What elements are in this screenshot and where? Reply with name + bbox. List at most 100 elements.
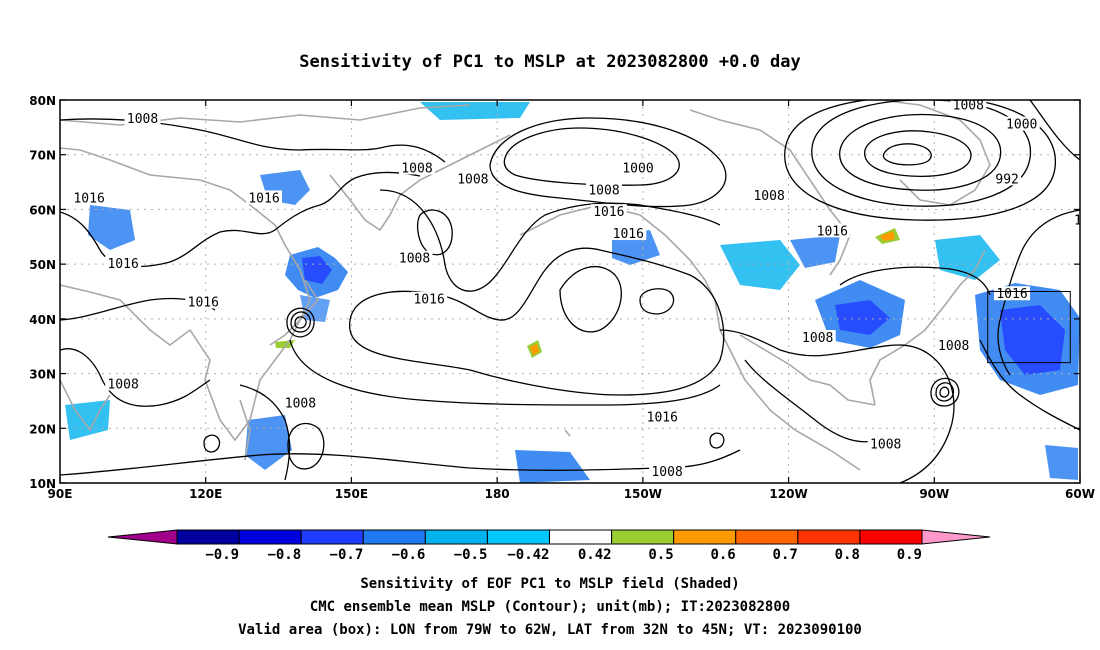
contour-hurricane-3 [930,377,960,407]
contour-label: 1016 [593,205,624,220]
contour-label-bg [399,160,435,175]
caption-line-2: CMC ensemble mean MSLP (Contour); unit(m… [310,599,790,615]
shading-bay-bengal [65,400,110,440]
contour-greenland-low-1000 [839,113,1002,191]
contour-atlantic-1016 [997,209,1080,376]
contour-label: 1008 [399,252,430,267]
contour-label-bg [751,187,788,202]
colorbar-swatch [797,529,861,545]
figure-title: Sensitivity of PC1 to MSLP at 2023082800… [299,52,801,72]
map-frame [59,99,1081,484]
contour-label-bg [1071,212,1080,227]
caption-line-1: Sensitivity of EOF PC1 to MSLP field (Sh… [360,576,739,592]
contour-label-bg [282,395,319,410]
colorbar-label: 0.5 [648,547,673,563]
coast-asia [60,147,311,442]
contour-label-bg [867,436,904,451]
contour-label-bg [610,226,647,241]
mslp-contours [60,100,1080,483]
contour-label: 992 [995,172,1018,187]
colorbar-swatch [300,529,364,545]
lon-tick-label: 120W [769,487,807,501]
coast-kamchatka [329,134,511,232]
contour-label: 1016 [613,227,644,242]
contour-label-bg [1003,116,1040,131]
contour-label-bg [185,294,222,309]
coast-greenland [879,100,991,206]
contour-greenland-inner-1 [882,143,932,166]
contour-label: 1016 [107,257,138,272]
contour-1008-india [60,348,211,407]
coast-alaska [519,204,706,281]
contour-greenland-low-1008 [811,100,1032,207]
contour-label-bg [105,376,142,391]
contour-us-1008 [719,329,955,483]
colorbar-right-arrow [921,529,991,545]
contour-label-bg [799,330,836,345]
contour-label: 1008 [1074,213,1100,228]
colorbar-swatch [735,529,799,545]
positive-sensitivity [275,228,900,358]
contour-low-ring-1 [294,316,307,329]
contour-label: 1008 [953,98,984,113]
colorbar-swatch [238,529,302,545]
contour-mexico-1008 [744,359,881,443]
colorbar-swatch [176,529,240,545]
contour-label: 1008 [651,465,682,480]
contour-label-bg [105,256,142,271]
contour-label: 1008 [588,183,619,198]
contour-1008-pacific-low [489,117,727,208]
lon-tick-label: 150E [335,487,368,501]
lat-tick-label: 10N [29,477,56,491]
shading-atlantic-core [1000,305,1065,375]
contour-low-ring-2 [290,311,312,333]
contour-label: 1016 [73,191,104,206]
colorbar-label: −0.5 [454,547,488,563]
contour-label: 1008 [401,161,432,176]
shading-us-east-core [835,300,890,335]
colorbar-swatch [362,529,426,545]
lat-tick-label: 50N [29,258,56,272]
contour-label: 1016 [996,287,1027,302]
contour-hurricane-2 [935,382,955,402]
coast-hawaii [564,429,571,437]
contour-label-bg [994,286,1030,301]
lon-tick-label: 150W [624,487,662,501]
shading-atlantic-southeast [1045,445,1078,480]
coast-canada-arctic [689,109,851,276]
contour-label: 1000 [622,161,653,176]
colorbar-swatch [486,529,550,545]
colorbar-label: 0.8 [835,547,860,563]
contour-label-bg [814,223,851,238]
colorbar: −0.9 −0.8 −0.7 −0.6 −0.5 −0.42 0.42 0.5 0.6 0.7 0.… [107,529,991,563]
colorbar-swatch [549,529,613,545]
contour-label: 1016 [647,410,678,425]
contour-label-bg [411,291,448,306]
contour-label-bg [586,182,622,197]
contour-small-low-west [203,434,221,453]
shading-central-pacific-south [515,450,590,483]
lat-tick-label: 70N [29,149,56,163]
contour-label-bg [620,160,656,175]
contour-label: 1016 [188,295,219,310]
contour-label-bg [935,338,972,353]
shading-hudson [790,235,840,268]
contour-1024-high [349,247,725,396]
colorbar-label: −0.9 [205,547,239,563]
lat-tick-label: 80N [29,94,56,108]
contour-label: 1016 [817,224,848,239]
contour-label: 1016 [248,191,279,206]
contour-label: 1008 [457,172,488,187]
coast-north-america-west [704,279,861,471]
contour-small-low-pacific [417,209,453,256]
contour-label-bg [454,171,491,186]
contour-label: 1008 [127,112,158,127]
contour-1016-inner [559,266,622,333]
lon-tick-label: 90W [919,487,949,501]
contour-label: 1008 [753,189,784,204]
colorbar-swatch [611,529,675,545]
contour-wpac-low [287,422,325,470]
